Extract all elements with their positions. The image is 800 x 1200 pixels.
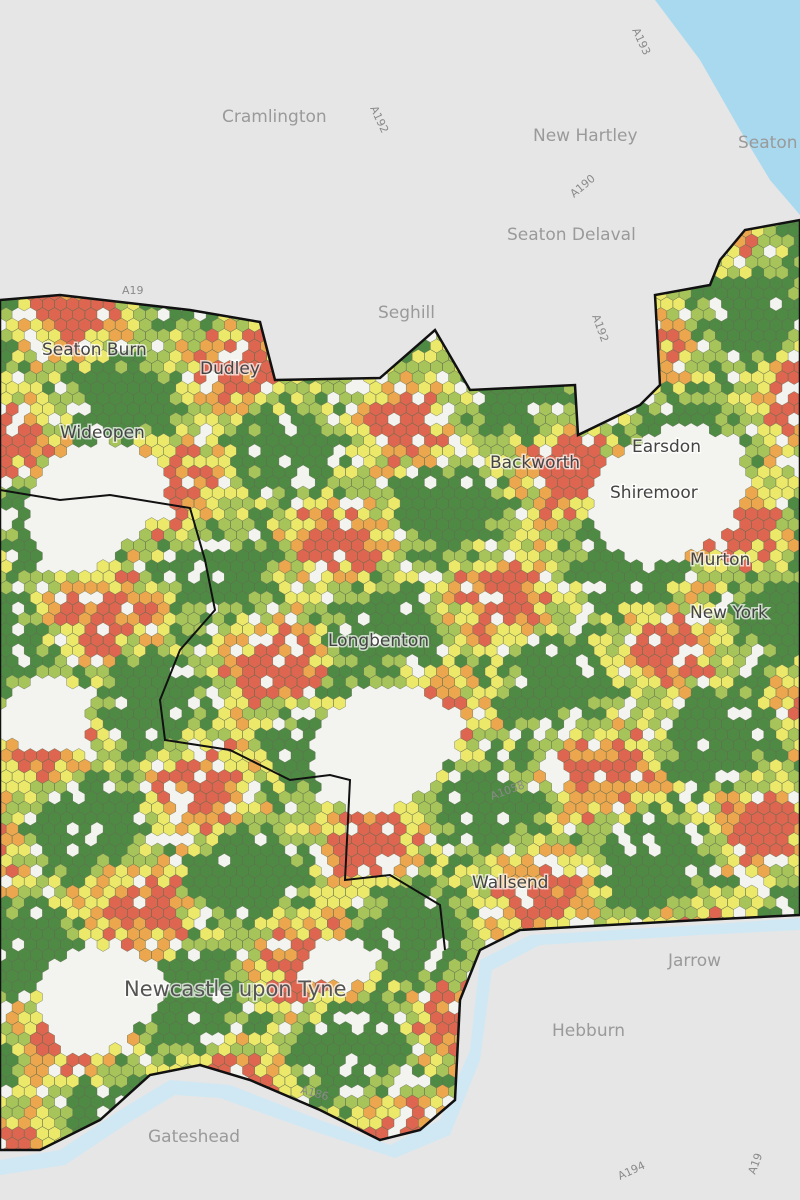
place-label: Dudley <box>200 359 260 379</box>
place-label: Seaton Delaval <box>507 225 636 245</box>
place-label: Earsdon <box>632 437 701 457</box>
place-label: Longbenton <box>328 631 429 651</box>
place-label: Seaton <box>738 133 798 153</box>
place-label: Seaton Burn <box>42 340 147 360</box>
place-label: Wideopen <box>60 423 145 443</box>
place-label: Seghill <box>378 303 435 323</box>
ward-boundary <box>0 489 446 951</box>
place-label: Murton <box>690 550 750 570</box>
river <box>0 918 800 1175</box>
place-label: Backworth <box>490 453 580 473</box>
place-label: Hebburn <box>552 1021 625 1041</box>
road-label: A19 <box>122 284 144 297</box>
place-label: New York <box>690 603 768 623</box>
place-label: New Hartley <box>533 126 638 146</box>
place-label: Shiremoor <box>610 483 698 503</box>
place-label: Jarrow <box>667 951 721 971</box>
place-label: Wallsend <box>472 873 548 893</box>
sea <box>655 0 800 215</box>
place-label: Gateshead <box>148 1127 240 1147</box>
place-label: Newcastle upon Tyne <box>124 977 347 1001</box>
place-label: Cramlington <box>222 107 327 127</box>
